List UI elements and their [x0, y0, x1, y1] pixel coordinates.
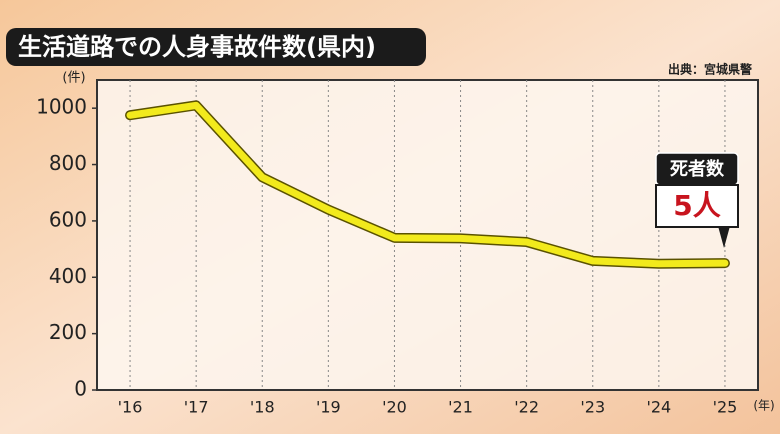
- x-tick-label: '19: [316, 398, 341, 417]
- x-tick-label: '18: [250, 398, 275, 417]
- y-tick-label: 400: [49, 264, 87, 288]
- callout-value: 5人: [673, 189, 720, 222]
- y-tick-label: 0: [74, 377, 87, 401]
- callout-body: [655, 184, 739, 228]
- callout-pointer: [718, 226, 730, 248]
- y-tick-label: 1000: [36, 95, 87, 119]
- x-tick-label: '20: [382, 398, 407, 417]
- y-tick-label: 200: [49, 320, 87, 344]
- y-tick-label: 600: [49, 207, 87, 231]
- x-tick-label: '16: [118, 398, 143, 417]
- callout: 死者数 5人: [655, 152, 739, 248]
- x-unit: (年): [753, 399, 774, 413]
- callout-label: 死者数: [670, 158, 725, 180]
- y-tick-label: 800: [49, 151, 87, 175]
- source: 出典：宮城県警: [668, 62, 752, 77]
- x-tick-label: '21: [448, 398, 473, 417]
- x-tick-label: '22: [514, 398, 539, 417]
- line: [126, 101, 729, 268]
- x-tick-label: '23: [580, 398, 605, 417]
- x-tick-label: '17: [184, 398, 209, 417]
- x-tick-label: '25: [713, 398, 738, 417]
- title-box: [6, 28, 426, 66]
- x-tick-label: '24: [646, 398, 671, 417]
- chart-title: 生活道路での人身事故件数(県内): [18, 33, 376, 61]
- marks: 0 200 400 600 800 1000 '16 '17 '18 '19 '20 '21 '22 '2…: [36, 80, 737, 417]
- y-unit: (件): [62, 71, 85, 86]
